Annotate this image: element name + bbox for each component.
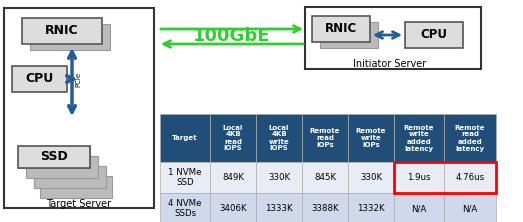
FancyBboxPatch shape <box>305 7 481 69</box>
FancyBboxPatch shape <box>210 162 256 193</box>
Text: PCIe: PCIe <box>75 71 81 87</box>
FancyBboxPatch shape <box>160 162 210 193</box>
Text: 330K: 330K <box>360 173 382 182</box>
FancyBboxPatch shape <box>22 18 102 44</box>
Text: CPU: CPU <box>420 28 448 42</box>
FancyBboxPatch shape <box>256 114 302 162</box>
Text: 845K: 845K <box>314 173 336 182</box>
FancyBboxPatch shape <box>302 193 348 222</box>
Text: Remote
write
IOPs: Remote write IOPs <box>356 128 386 148</box>
FancyBboxPatch shape <box>210 193 256 222</box>
Text: 330K: 330K <box>268 173 290 182</box>
FancyBboxPatch shape <box>394 193 444 222</box>
Text: RNIC: RNIC <box>325 22 357 36</box>
Text: Remote
read
IOPs: Remote read IOPs <box>310 128 340 148</box>
Text: N/A: N/A <box>462 204 477 213</box>
FancyBboxPatch shape <box>160 193 210 222</box>
Text: Local
4KB
read
IOPS: Local 4KB read IOPS <box>223 125 243 151</box>
FancyBboxPatch shape <box>26 156 98 178</box>
Text: Remote
read
added
latency: Remote read added latency <box>455 125 485 151</box>
Text: Initiator Server: Initiator Server <box>354 59 427 69</box>
FancyBboxPatch shape <box>34 166 106 188</box>
Text: 1332K: 1332K <box>357 204 385 213</box>
Text: 4.76us: 4.76us <box>456 173 485 182</box>
Text: 100GbE: 100GbE <box>194 27 271 45</box>
Text: Remote
write
added
latency: Remote write added latency <box>404 125 434 151</box>
Text: 3388K: 3388K <box>311 204 339 213</box>
FancyBboxPatch shape <box>348 114 394 162</box>
FancyBboxPatch shape <box>256 162 302 193</box>
FancyBboxPatch shape <box>18 146 90 168</box>
FancyBboxPatch shape <box>348 193 394 222</box>
FancyBboxPatch shape <box>394 162 444 193</box>
FancyBboxPatch shape <box>405 22 463 48</box>
FancyBboxPatch shape <box>312 16 370 42</box>
Text: 1333K: 1333K <box>265 204 293 213</box>
FancyBboxPatch shape <box>394 114 444 162</box>
FancyBboxPatch shape <box>348 162 394 193</box>
FancyBboxPatch shape <box>30 24 110 50</box>
Text: CPU: CPU <box>25 73 53 85</box>
FancyBboxPatch shape <box>444 193 496 222</box>
FancyBboxPatch shape <box>160 114 210 162</box>
Text: SSD: SSD <box>40 151 68 163</box>
Text: Target: Target <box>172 135 198 141</box>
FancyBboxPatch shape <box>302 162 348 193</box>
FancyBboxPatch shape <box>256 193 302 222</box>
FancyBboxPatch shape <box>4 8 154 208</box>
FancyBboxPatch shape <box>40 176 112 198</box>
Text: 4 NVMe
SSDs: 4 NVMe SSDs <box>168 199 202 218</box>
FancyBboxPatch shape <box>18 146 90 168</box>
Text: N/A: N/A <box>412 204 427 213</box>
Text: RNIC: RNIC <box>45 24 79 38</box>
Text: 3406K: 3406K <box>219 204 247 213</box>
Text: 849K: 849K <box>222 173 244 182</box>
FancyBboxPatch shape <box>302 114 348 162</box>
FancyBboxPatch shape <box>320 22 378 48</box>
FancyBboxPatch shape <box>12 66 67 92</box>
Text: Target Server: Target Server <box>47 199 111 209</box>
Text: 1.9us: 1.9us <box>407 173 431 182</box>
Text: Local
4KB
write
IOPS: Local 4KB write IOPS <box>269 125 289 151</box>
Text: 1 NVMe
SSD: 1 NVMe SSD <box>168 168 202 187</box>
FancyBboxPatch shape <box>210 114 256 162</box>
FancyBboxPatch shape <box>444 162 496 193</box>
FancyBboxPatch shape <box>444 114 496 162</box>
